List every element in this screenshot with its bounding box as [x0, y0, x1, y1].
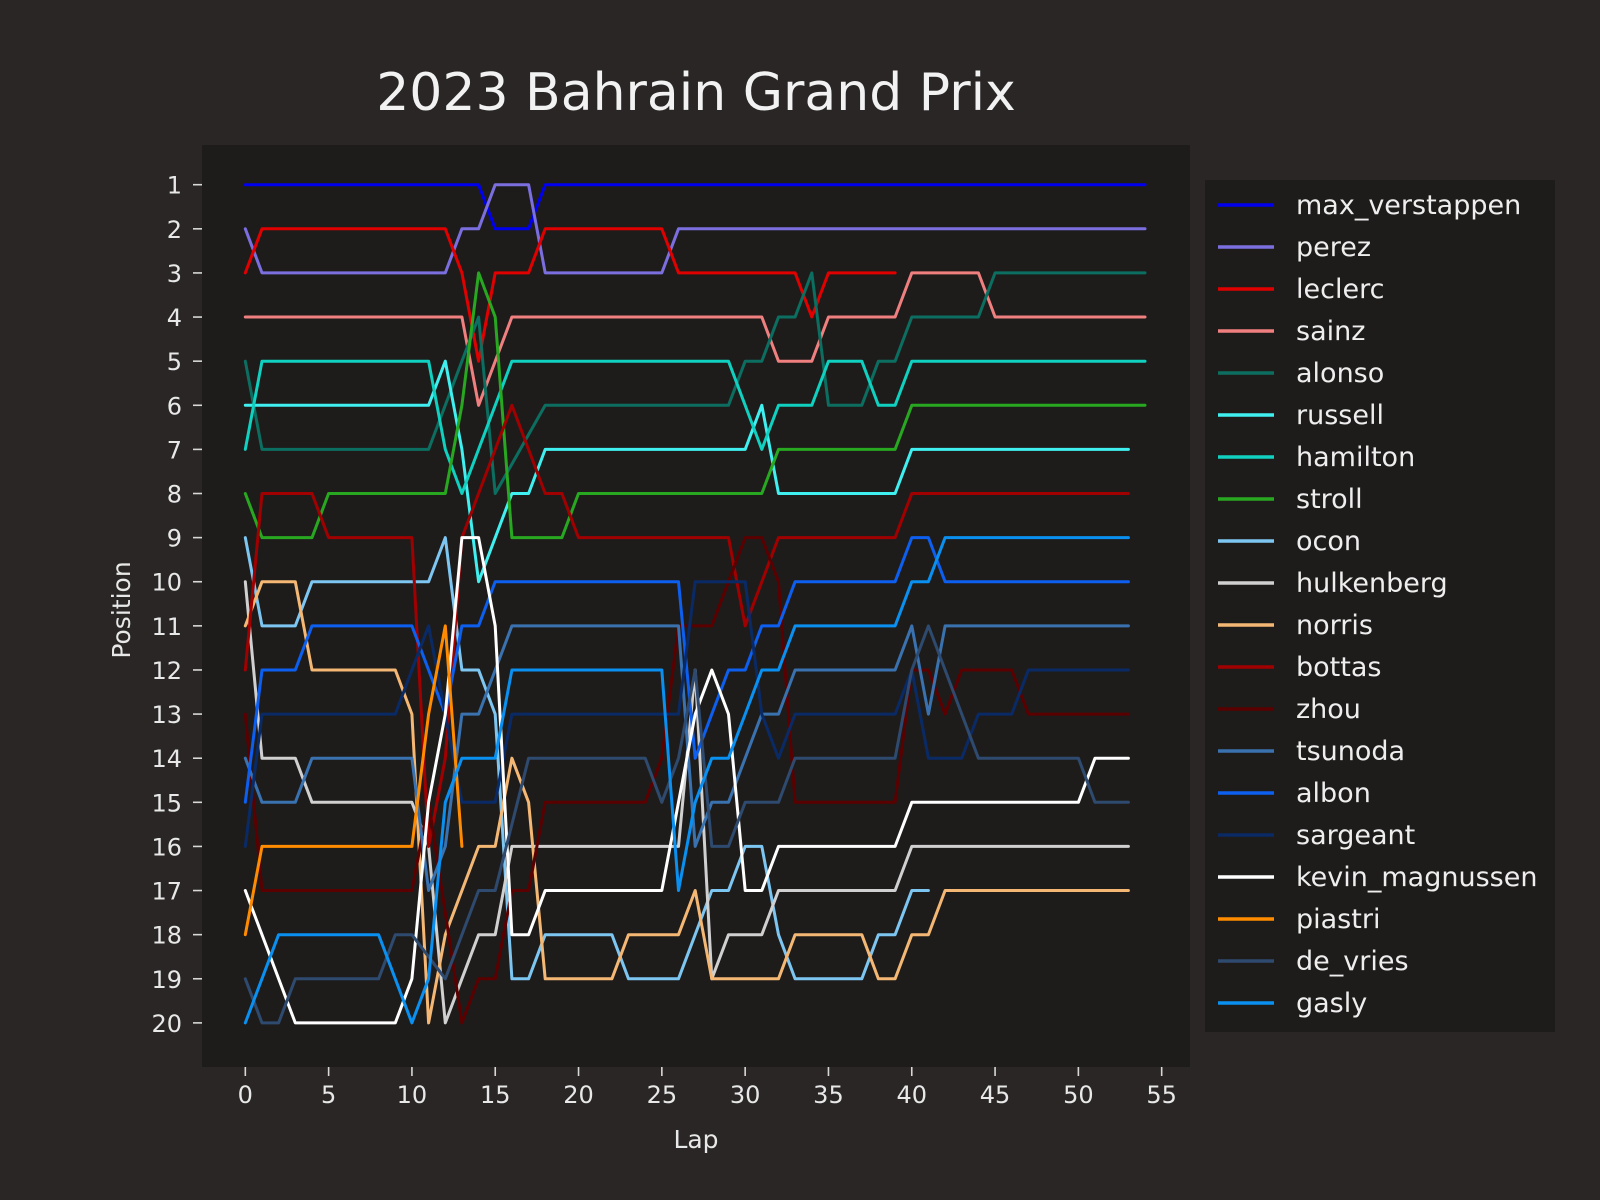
x-tick-label: 20	[563, 1081, 594, 1109]
chart-title: 2023 Bahrain Grand Prix	[376, 63, 1016, 123]
series-line-piastri	[243, 624, 464, 937]
x-tick-label: 55	[1146, 1081, 1177, 1109]
y-tick-label: 17	[151, 878, 182, 906]
y-tick-label: 12	[151, 657, 182, 685]
x-tick-label: 25	[647, 1081, 678, 1109]
series-line-sainz	[243, 271, 1147, 407]
y-tick-label: 6	[167, 392, 182, 420]
series-line-kevin-magnussen	[243, 536, 1130, 1025]
legend-label-sargeant: sargeant	[1296, 820, 1415, 851]
series-line-albon	[243, 536, 1130, 804]
series-line-tsunoda	[243, 624, 1130, 892]
legend-label-leclerc: leclerc	[1296, 274, 1384, 305]
y-tick-label: 9	[167, 525, 182, 553]
x-tick-label: 45	[980, 1081, 1011, 1109]
x-tick-label: 10	[397, 1081, 428, 1109]
series-line-hulkenberg	[243, 580, 1130, 1025]
legend-label-bottas: bottas	[1296, 652, 1381, 683]
y-tick-label: 2	[167, 216, 182, 244]
legend-label-hulkenberg: hulkenberg	[1296, 568, 1448, 599]
legend-label-zhou: zhou	[1296, 694, 1361, 725]
series-line-leclerc	[243, 227, 897, 363]
y-tick-label: 5	[167, 348, 182, 376]
legend-label-de-vries: de_vries	[1296, 946, 1409, 977]
y-tick-label: 14	[151, 745, 182, 773]
x-tick-label: 15	[480, 1081, 511, 1109]
legend-label-max-verstappen: max_verstappen	[1296, 190, 1521, 221]
legend-label-alonso: alonso	[1296, 358, 1384, 389]
x-axis: 0 5 10 15 20 25 30 35 40 45 50 55	[238, 1067, 1177, 1109]
legend-label-perez: perez	[1296, 232, 1371, 263]
series-line-zhou	[243, 536, 1130, 1025]
series-line-hamilton	[243, 359, 1147, 495]
series-line-bottas	[243, 403, 1130, 848]
x-tick-label: 0	[238, 1081, 253, 1109]
x-tick-label: 40	[896, 1081, 927, 1109]
x-axis-label: Lap	[673, 1125, 718, 1154]
x-tick-label: 5	[321, 1081, 336, 1109]
y-tick-label: 7	[167, 436, 182, 464]
y-tick-label: 19	[151, 966, 182, 994]
y-tick-label: 20	[151, 1010, 182, 1038]
y-tick-label: 11	[151, 613, 182, 641]
y-axis-label: Position	[107, 561, 136, 658]
legend-label-stroll: stroll	[1296, 484, 1363, 515]
legend-label-sainz: sainz	[1296, 316, 1365, 347]
legend-label-ocon: ocon	[1296, 526, 1361, 557]
legend-label-gasly: gasly	[1296, 988, 1367, 1019]
y-tick-label: 1	[167, 172, 182, 200]
y-tick-label: 16	[151, 833, 182, 861]
legend-box	[1205, 180, 1555, 1032]
series-line-max-verstappen	[243, 183, 1147, 231]
y-tick-label: 18	[151, 922, 182, 950]
x-tick-label: 35	[813, 1081, 844, 1109]
legend-label-norris: norris	[1296, 610, 1373, 641]
series-lines	[243, 183, 1147, 1025]
y-tick-label: 13	[151, 701, 182, 729]
legend-label-tsunoda: tsunoda	[1296, 736, 1405, 767]
series-line-perez	[243, 183, 1147, 275]
legend-label-hamilton: hamilton	[1296, 442, 1415, 473]
plot-area	[202, 145, 1190, 1067]
legend-label-albon: albon	[1296, 778, 1371, 809]
series-line-norris	[243, 580, 1130, 1025]
legend-label-russell: russell	[1296, 400, 1384, 431]
series-line-alonso	[243, 271, 1147, 495]
legend-label-kevin-magnussen: kevin_magnussen	[1296, 862, 1537, 893]
y-tick-label: 3	[167, 260, 182, 288]
x-tick-label: 50	[1063, 1081, 1094, 1109]
y-tick-label: 10	[151, 569, 182, 597]
x-tick-label: 30	[730, 1081, 761, 1109]
y-tick-label: 15	[151, 789, 182, 817]
series-line-gasly	[243, 536, 1130, 1025]
y-tick-label: 4	[167, 304, 182, 332]
legend-label-piastri: piastri	[1296, 904, 1380, 935]
y-tick-label: 8	[167, 481, 182, 509]
